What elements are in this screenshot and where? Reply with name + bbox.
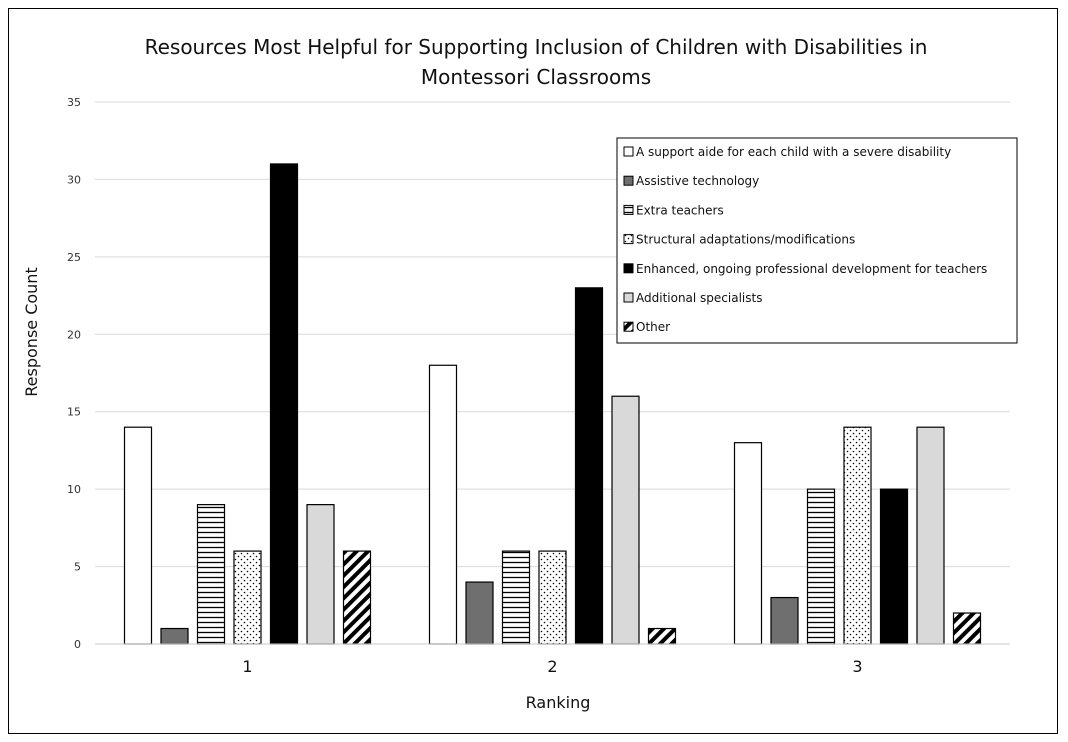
bar [123, 426, 153, 645]
bar [342, 550, 372, 645]
bar [647, 627, 677, 645]
bar [611, 395, 640, 645]
chart-title-line-2: Montessori Classrooms [421, 65, 651, 89]
legend-label: Structural adaptations/modifications [636, 233, 855, 247]
bar [501, 550, 531, 645]
legend-box [616, 137, 1018, 344]
bar [770, 596, 799, 645]
legend-label: Enhanced, ongoing professional developme… [636, 262, 987, 276]
bar [843, 426, 872, 645]
y-tick-label: 5 [74, 561, 81, 574]
bar [952, 612, 982, 645]
y-tick-label: 15 [67, 406, 81, 419]
legend-label: Additional specialists [636, 291, 762, 305]
x-axis-title: Ranking [526, 693, 591, 712]
legend-swatch [623, 321, 634, 332]
y-tick-label: 25 [67, 251, 81, 264]
legend-swatch [623, 234, 634, 245]
x-category-label: 3 [852, 657, 862, 676]
y-axis-ticks: 0 5 10 15 20 25 30 35 [67, 96, 81, 651]
y-axis-title: Response Count [22, 267, 41, 396]
legend-swatch [623, 175, 634, 186]
legend-label: A support aide for each child with a sev… [636, 145, 951, 159]
y-tick-label: 20 [67, 328, 81, 341]
bar [233, 550, 262, 645]
legend: A support aide for each child with a sev… [616, 137, 1018, 344]
y-tick-label: 35 [67, 96, 81, 109]
bar [733, 442, 763, 645]
bar [428, 364, 458, 645]
legend-swatch [623, 263, 634, 274]
bar [306, 504, 335, 645]
bar [806, 488, 836, 645]
legend-label: Assistive technology [636, 174, 759, 188]
x-axis-categories: 1 2 3 [242, 657, 862, 676]
y-tick-label: 30 [67, 173, 81, 186]
bar [538, 550, 567, 645]
legend-label: Other [636, 320, 670, 334]
bar [465, 581, 494, 645]
legend-swatch [623, 292, 634, 303]
chart-title-line-1: Resources Most Helpful for Supporting In… [145, 35, 928, 59]
bar [160, 627, 189, 645]
legend-label: Extra teachers [636, 203, 724, 217]
bar [574, 287, 604, 645]
bar [196, 504, 226, 645]
y-tick-label: 10 [67, 483, 81, 496]
y-tick-label: 0 [74, 638, 81, 651]
legend-swatch [623, 146, 634, 157]
x-category-label: 1 [242, 657, 252, 676]
bar [269, 163, 299, 645]
x-category-label: 2 [547, 657, 557, 676]
legend-swatch [623, 204, 634, 215]
bar [879, 488, 909, 645]
bar [916, 426, 945, 645]
